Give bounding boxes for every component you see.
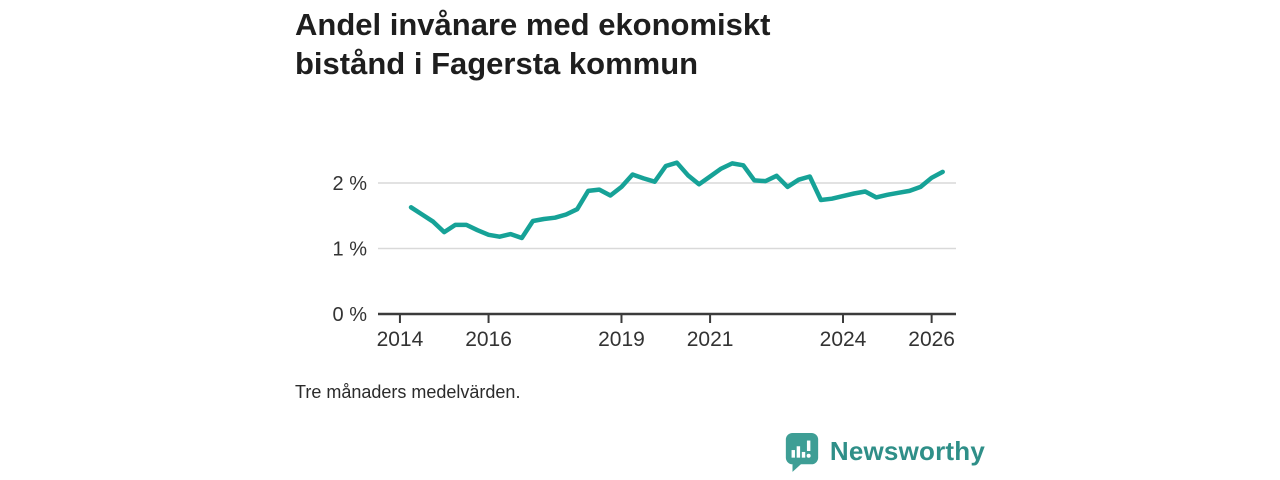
- x-tick-label: 2016: [465, 328, 512, 351]
- x-tick-label: 2024: [820, 328, 867, 351]
- chart-footnote: Tre månaders medelvärden.: [295, 382, 521, 402]
- y-tick-label: 2 %: [333, 173, 368, 195]
- newsworthy-logo: Newsworthy: [783, 430, 985, 472]
- newsworthy-wordmark: Newsworthy: [829, 435, 985, 466]
- newsworthy-bar-chart-bubble-icon: [785, 432, 818, 472]
- x-tick-label: 2019: [598, 328, 645, 351]
- x-tick-label: 2026: [908, 328, 955, 351]
- chart-title: Andel invånare med ekonomiskt bistånd i …: [295, 7, 771, 82]
- data-line: [408, 160, 945, 241]
- x-tick-label: 2014: [377, 328, 424, 351]
- x-tick-label: 2021: [687, 328, 734, 351]
- y-tick-label: 1 %: [333, 239, 368, 261]
- y-tick-label: 0 %: [333, 304, 368, 326]
